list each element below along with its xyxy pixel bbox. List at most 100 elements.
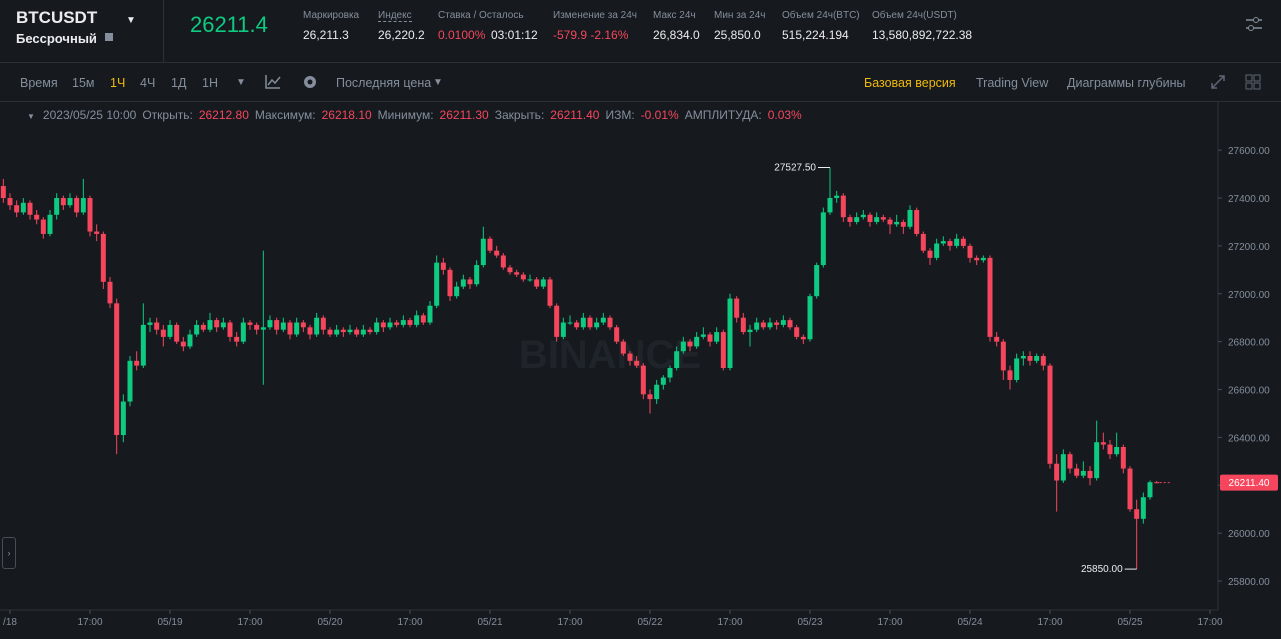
- layout-icon[interactable]: [1245, 74, 1261, 90]
- candle-body: [927, 250, 933, 258]
- x-tick-label: 17:00: [77, 617, 102, 628]
- candle-body: [794, 327, 800, 337]
- candle-body: [467, 279, 473, 285]
- interval[interactable]: 15м: [72, 76, 95, 90]
- price-type[interactable]: Последняя цена: [336, 76, 432, 90]
- low-marker-label: 25850.00: [1081, 564, 1123, 575]
- candle-body: [40, 219, 46, 234]
- price-type-dropdown[interactable]: ▼: [433, 77, 443, 88]
- candle-body: [980, 257, 986, 261]
- sidebar-toggle[interactable]: ›: [2, 537, 16, 569]
- candle-body: [780, 320, 786, 325]
- stat-value: -579.9 -2.16%: [553, 28, 629, 42]
- interval[interactable]: 4Ч: [140, 76, 156, 90]
- candle-body: [1054, 463, 1060, 481]
- y-tick-label: 26600.00: [1228, 386, 1270, 397]
- candle-body: [114, 303, 120, 436]
- candle-body: [840, 195, 846, 218]
- candle-body: [654, 384, 660, 400]
- candle-body: [320, 317, 326, 330]
- candle-body: [834, 195, 840, 199]
- gear-icon[interactable]: [302, 74, 318, 90]
- candle-body: [14, 205, 20, 213]
- candle-body: [160, 329, 166, 337]
- view[interactable]: Диаграммы глубины: [1067, 76, 1186, 90]
- candle-body: [294, 322, 300, 335]
- candle-body: [1140, 497, 1146, 519]
- x-tick-label: 05/25: [1117, 617, 1142, 628]
- candle-body: [974, 257, 980, 261]
- stat-label: Изменение за 24ч: [553, 10, 637, 21]
- candle-body: [1100, 442, 1106, 445]
- legend-label: Открыть:: [142, 108, 193, 122]
- candle-body: [394, 322, 400, 325]
- candle-body: [514, 272, 520, 275]
- candle-body: [920, 233, 926, 251]
- candle-body: [600, 317, 606, 323]
- candle-body: [1034, 356, 1040, 361]
- candle-body: [194, 324, 200, 335]
- candle-body: [54, 198, 60, 215]
- candle-body: [860, 214, 866, 218]
- candle-body: [1114, 446, 1120, 455]
- candle-body: [534, 279, 540, 287]
- candle-body: [374, 322, 380, 333]
- candle-body: [527, 279, 533, 281]
- candle-body: [167, 324, 173, 337]
- ohlc-legend: ▼ 2023/05/25 10:00 Открыть: 26212.80 Максиму…: [27, 108, 802, 122]
- candle-body: [7, 198, 13, 206]
- candle-body: [214, 320, 220, 328]
- stat-label: Маркировка: [303, 10, 360, 21]
- info-icon[interactable]: [105, 33, 113, 41]
- candle-body: [487, 238, 493, 251]
- candle-body: [27, 202, 33, 215]
- candle-body: [807, 296, 813, 340]
- candle-body: [694, 336, 700, 347]
- x-tick-label: 17:00: [1037, 617, 1062, 628]
- candle-body: [867, 214, 873, 222]
- stat-value: 26,834.0: [653, 28, 700, 42]
- candle-body: [874, 217, 880, 222]
- y-tick-label: 26800.00: [1228, 338, 1270, 349]
- interval[interactable]: Время: [20, 76, 58, 90]
- candle-body: [387, 322, 393, 328]
- candle-body: [300, 322, 306, 328]
- candle-body: [260, 327, 266, 330]
- view[interactable]: Trading View: [976, 76, 1049, 90]
- settings-icon[interactable]: [1245, 16, 1263, 32]
- candle-body: [827, 198, 833, 213]
- candle-body: [340, 329, 346, 333]
- interval-active[interactable]: 1Ч: [110, 76, 126, 90]
- interval[interactable]: 1Н: [202, 76, 218, 90]
- y-tick-label: 27000.00: [1228, 290, 1270, 301]
- legend-toggle[interactable]: ▼: [27, 112, 35, 121]
- interval[interactable]: 1Д: [171, 76, 187, 90]
- candle-body: [334, 329, 340, 335]
- symbol[interactable]: BTCUSDT: [16, 8, 98, 27]
- candle-body: [187, 334, 193, 347]
- x-tick-label: 17:00: [397, 617, 422, 628]
- toolbar: Время 15м 1Ч 4Ч 1Д 1Н ▼ Последняя цена ▼…: [0, 63, 1281, 102]
- candle-body: [147, 322, 153, 325]
- candle-body: [960, 238, 966, 246]
- candle-body: [560, 322, 566, 337]
- candle-body: [80, 198, 86, 213]
- candle-body: [180, 341, 186, 347]
- symbol-dropdown[interactable]: ▼: [126, 15, 136, 26]
- contract-type: Бессрочный: [16, 31, 97, 46]
- fullscreen-icon[interactable]: [1211, 75, 1225, 89]
- candle-body: [587, 317, 593, 328]
- candle-body: [34, 214, 40, 220]
- stat-value: 25,850.0: [714, 28, 761, 42]
- candle-body: [414, 315, 420, 325]
- candle-body: [307, 327, 313, 335]
- interval-dropdown[interactable]: ▼: [236, 77, 246, 88]
- view-active[interactable]: Базовая версия: [864, 76, 956, 90]
- legend-date: 2023/05/25 10:00: [42, 108, 137, 122]
- legend-value: -0.01%: [640, 108, 679, 122]
- y-tick-label: 27200.00: [1228, 242, 1270, 253]
- indicator-icon[interactable]: [265, 75, 281, 89]
- x-tick-label: 05/23: [797, 617, 822, 628]
- candle-body: [120, 401, 126, 436]
- candle-body: [1020, 356, 1026, 359]
